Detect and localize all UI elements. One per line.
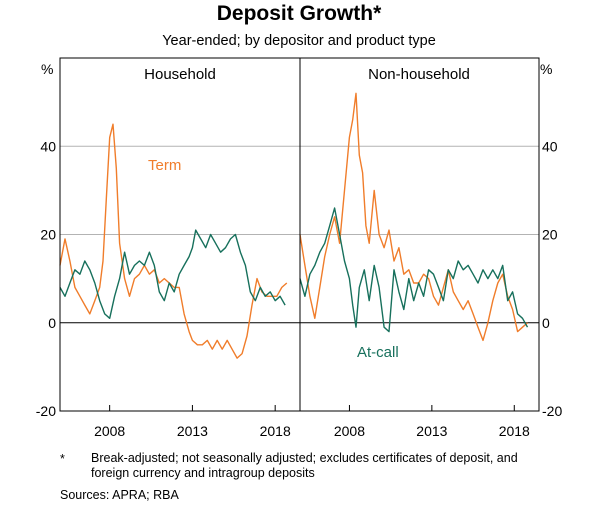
y-tick-right-40: 40 <box>542 138 558 154</box>
deposit-growth-chart: -20 -20 0 0 20 20 40 40 2008 2013 2018 2008 2013 2018… <box>36 57 563 439</box>
y-unit-right: % <box>540 61 552 77</box>
y-tick-left--20: -20 <box>36 403 56 419</box>
x-tick-label-1-2018: 2018 <box>499 423 530 439</box>
x-tick-label-0-2018: 2018 <box>260 423 291 439</box>
y-tick-right--20: -20 <box>542 403 562 419</box>
x-tick-label-0-2013: 2013 <box>177 423 208 439</box>
footnote-marker: * <box>60 452 65 466</box>
sources-text: Sources: APRA; RBA <box>60 488 179 502</box>
series-at-call-panel-1 <box>299 207 529 333</box>
series-label-term: Term <box>148 157 181 174</box>
x-tick-label-0-2008: 2008 <box>94 423 125 439</box>
footnote-text: Break-adjusted; not seasonally adjusted;… <box>91 451 518 480</box>
y-tick-right-0: 0 <box>542 315 550 331</box>
chart-subtitle: Year-ended; by depositor and product typ… <box>162 33 436 49</box>
panel-title-non-household: Non-household <box>368 66 470 83</box>
chart-title: Deposit Growth* <box>216 2 382 25</box>
y-unit-left: % <box>41 61 53 77</box>
series-at-call-panel-0 <box>59 229 286 319</box>
y-tick-left-40: 40 <box>40 138 56 154</box>
series-label-at-call: At-call <box>357 344 399 361</box>
y-tick-left-20: 20 <box>40 227 56 243</box>
panel-title-household: Household <box>144 66 216 83</box>
y-tick-left-0: 0 <box>48 315 56 331</box>
y-tick-right-20: 20 <box>542 227 558 243</box>
series-lines <box>59 92 529 359</box>
axis-ticks: -20 -20 0 0 20 20 40 40 2008 2013 2018 2008 2013 2018 <box>36 138 563 439</box>
series-term-panel-1 <box>299 92 528 342</box>
x-tick-label-1-2008: 2008 <box>334 423 365 439</box>
x-tick-label-1-2013: 2013 <box>416 423 447 439</box>
